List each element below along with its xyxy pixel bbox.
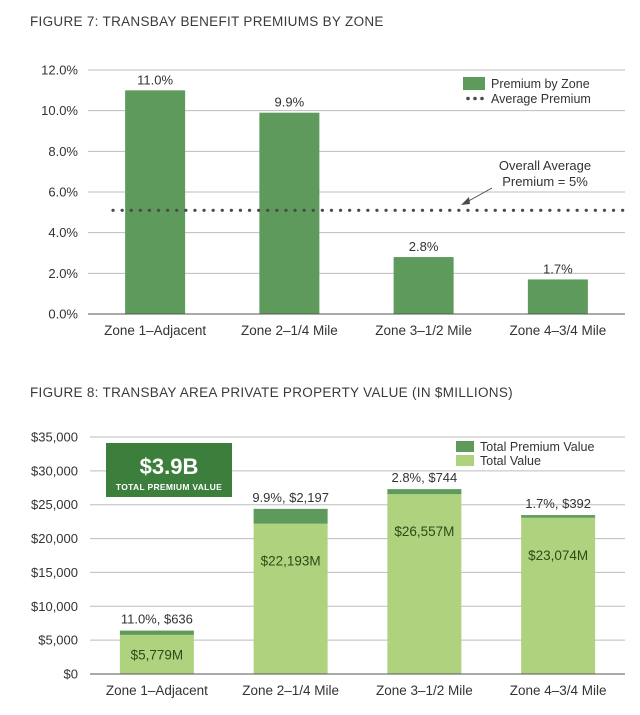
callout-caption: TOTAL PREMIUM VALUE (116, 482, 222, 492)
bar-total-value (119, 634, 194, 674)
y-tick-label: $30,000 (31, 463, 78, 478)
bar-premium-value (119, 630, 194, 635)
inner-value-label: $26,557M (394, 524, 454, 539)
y-tick-label: 12.0% (41, 63, 78, 78)
y-tick-label: $20,000 (31, 531, 78, 546)
legend-label-premium: Premium by Zone (491, 77, 590, 91)
bar-total-value (387, 494, 462, 674)
y-tick-label: $5,000 (38, 633, 78, 648)
legend-dot-average (466, 96, 470, 101)
y-tick-label: 6.0% (48, 185, 78, 200)
y-tick-label: $10,000 (31, 599, 78, 614)
bar (527, 279, 588, 314)
annotation-arrowhead (461, 197, 470, 205)
bar-premium-value (387, 489, 462, 495)
y-tick-label: 4.0% (48, 225, 78, 240)
y-tick-label: 0.0% (48, 307, 78, 322)
x-tick-label: Zone 4–3/4 Mile (509, 323, 606, 338)
bar-total-value (521, 517, 596, 674)
top-label: 1.7%, $392 (525, 496, 591, 511)
annotation-line-2: Premium = 5% (502, 174, 588, 189)
legend-dot-average (473, 96, 477, 101)
total-premium-callout (106, 443, 232, 497)
annotation-line-1: Overall Average (499, 158, 591, 173)
legend-dot-average (480, 96, 484, 101)
top-label: 11.0%, $636 (121, 612, 193, 627)
figure-8-title: FIGURE 8: TRANSBAY AREA PRIVATE PROPERTY… (30, 385, 513, 400)
x-tick-label: Zone 4–3/4 Mile (510, 683, 607, 698)
data-label: 2.8% (409, 239, 439, 254)
data-label: 11.0% (137, 72, 173, 87)
figure-7-chart: 0.0% 2.0% 4.0% 6.0% 8.0% 10.0% 12.0% 11.0% Zone … (41, 63, 627, 338)
legend-swatch-premium (463, 77, 485, 90)
x-tick-label: Zone 1–Adjacent (106, 683, 208, 698)
x-tick-label: Zone 2–1/4 Mile (241, 323, 338, 338)
inner-value-label: $22,193M (261, 554, 321, 569)
bar (125, 90, 186, 314)
top-label: 9.9%, $2,197 (252, 490, 329, 505)
figure-7-title: FIGURE 7: TRANSBAY BENEFIT PREMIUMS BY Z… (30, 14, 384, 29)
bar-total-value (253, 523, 328, 674)
legend-swatch-total-value (456, 455, 474, 466)
legend-label-total-value: Total Value (480, 454, 541, 468)
bar (393, 257, 454, 314)
legend-label-average: Average Premium (491, 92, 591, 106)
inner-value-label: $23,074M (528, 548, 588, 563)
bar (259, 112, 320, 314)
x-tick-label: Zone 2–1/4 Mile (242, 683, 339, 698)
y-tick-label: $35,000 (31, 430, 78, 445)
x-tick-label: Zone 1–Adjacent (104, 323, 206, 338)
y-tick-label: $15,000 (31, 565, 78, 580)
bar-premium-value (253, 508, 328, 524)
top-label: 2.8%, $744 (391, 470, 457, 485)
y-tick-label: $25,000 (31, 497, 78, 512)
y-tick-label: 10.0% (41, 103, 78, 118)
legend-swatch-premium-value (456, 441, 474, 452)
bar-premium-value (521, 515, 596, 518)
callout-value: $3.9B (140, 454, 199, 479)
data-label: 9.9% (275, 95, 305, 110)
inner-value-label: $5,779M (131, 647, 184, 662)
y-tick-label: $0 (64, 667, 78, 682)
x-tick-label: Zone 3–1/2 Mile (375, 323, 472, 338)
legend-label-premium-value: Total Premium Value (480, 440, 594, 454)
y-tick-label: 2.0% (48, 266, 78, 281)
x-tick-label: Zone 3–1/2 Mile (376, 683, 473, 698)
y-tick-label: 8.0% (48, 144, 78, 159)
data-label: 1.7% (543, 261, 573, 276)
